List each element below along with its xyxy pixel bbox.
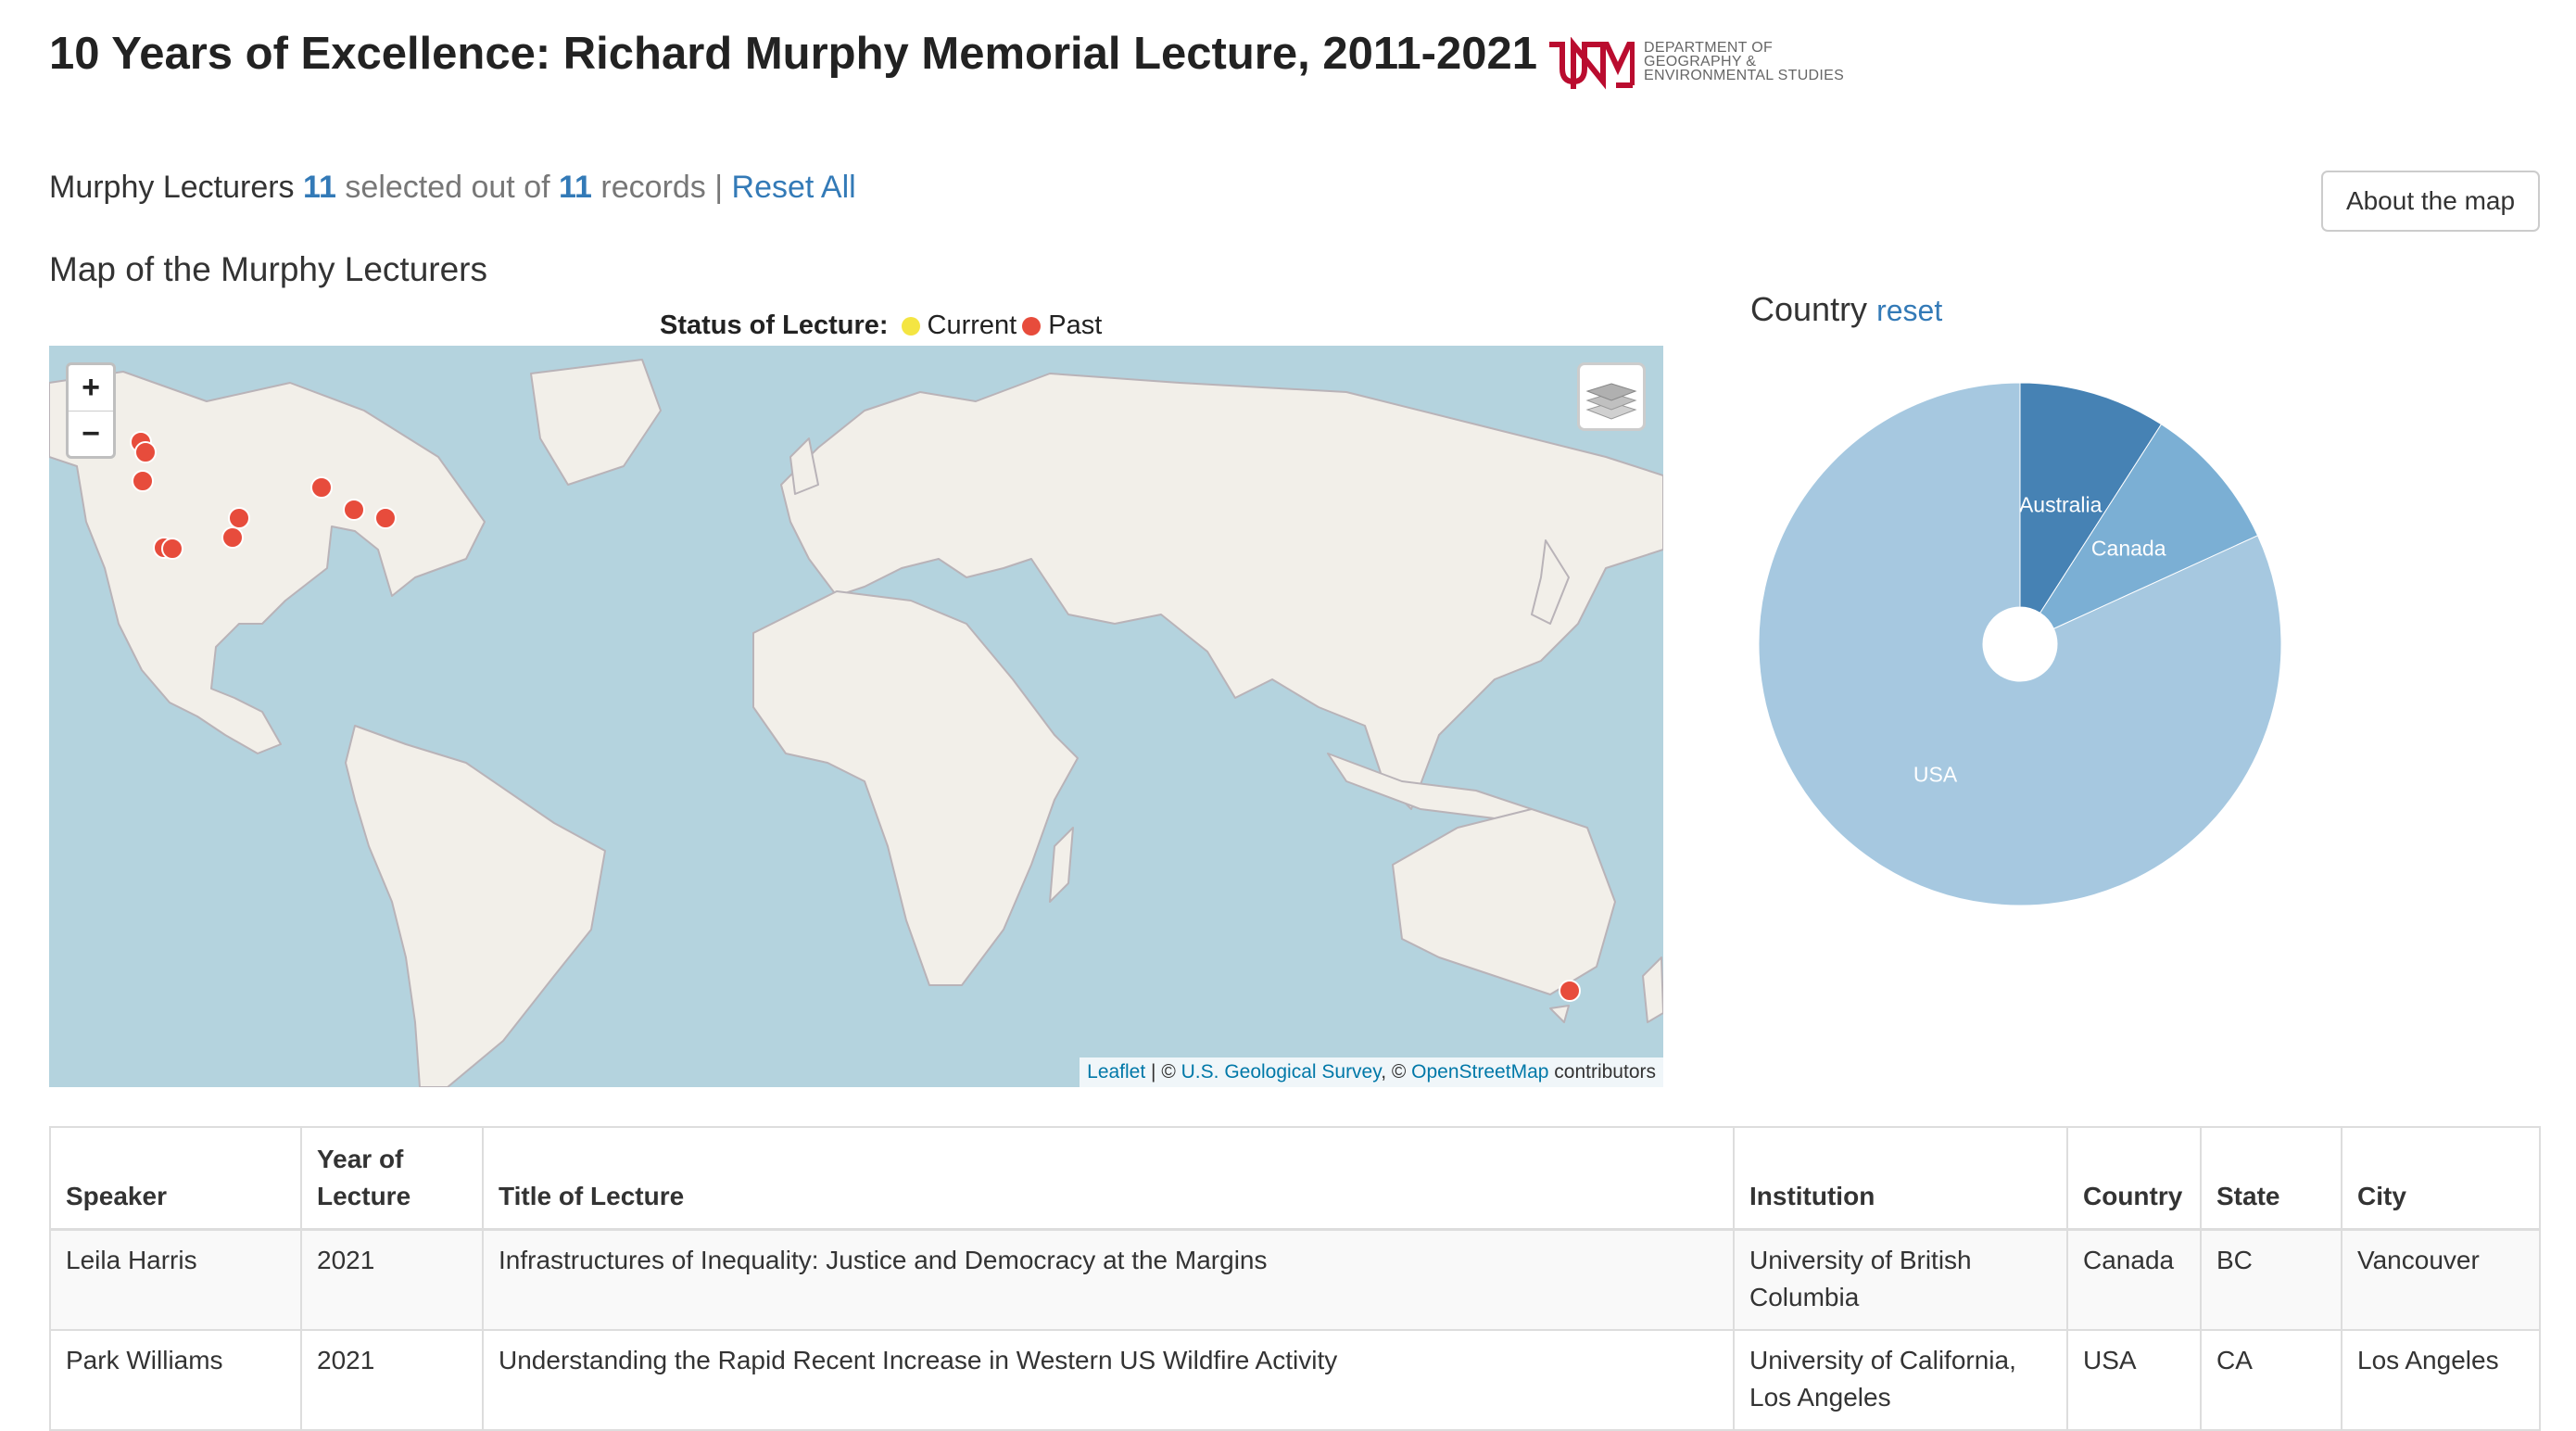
pie-slice-usa[interactable] xyxy=(1758,382,2282,906)
osm-link[interactable]: OpenStreetMap xyxy=(1411,1061,1549,1083)
col-state[interactable]: State xyxy=(2200,1126,2342,1231)
cell-institution: University of California, Los Angeles xyxy=(1733,1329,2068,1431)
pie-label-australia: Australia xyxy=(2019,492,2102,516)
page-title: 10 Years of Excellence: Richard Murphy M… xyxy=(49,29,1537,79)
land-south-america xyxy=(345,725,606,1087)
land-indonesia xyxy=(1327,753,1533,819)
legend-label: Status of Lecture: xyxy=(660,310,889,340)
col-institution[interactable]: Institution xyxy=(1733,1126,2068,1231)
cell-speaker: Park Williams xyxy=(49,1329,302,1431)
land-australia xyxy=(1392,808,1616,995)
pie-label-canada: Canada xyxy=(2091,537,2166,561)
marker-east-coast xyxy=(374,507,397,529)
table-row[interactable]: Leila Harris 2021 Infrastructures of Ine… xyxy=(49,1228,2541,1331)
department-name: DEPARTMENT OF GEOGRAPHY & ENVIRONMENTAL … xyxy=(1644,40,1845,83)
usgs-link[interactable]: U.S. Geological Survey xyxy=(1181,1061,1382,1083)
cell-year: 2021 xyxy=(300,1228,484,1331)
cell-city: Los Angeles xyxy=(2341,1329,2541,1431)
country-pie-chart[interactable]: Australia Canada USA xyxy=(1742,371,2298,927)
col-country[interactable]: Country xyxy=(2066,1126,2202,1231)
land-madagascar xyxy=(1049,827,1074,903)
past-dot-icon xyxy=(1022,316,1042,336)
cell-country: USA xyxy=(2066,1329,2202,1431)
unm-logo-mark xyxy=(1549,37,1635,90)
marker-tucson xyxy=(221,526,244,549)
cell-title: Infrastructures of Inequality: Justice a… xyxy=(482,1228,1735,1331)
map-legend: Status of Lecture: Current Past xyxy=(660,310,1102,341)
total-count: 11 xyxy=(559,170,592,205)
layers-icon xyxy=(1585,383,1637,420)
about-map-button[interactable]: About the map xyxy=(2321,171,2540,232)
lecturers-heading: Murphy Lecturers xyxy=(49,170,295,205)
cell-title: Understanding the Rapid Recent Increase … xyxy=(482,1329,1735,1431)
land-uk xyxy=(789,437,819,495)
country-reset-link[interactable]: reset xyxy=(1876,294,1943,327)
country-heading-label: Country xyxy=(1750,290,1868,328)
zoom-in-button[interactable]: + xyxy=(69,365,113,412)
col-year[interactable]: Year of Lecture xyxy=(300,1126,484,1231)
marker-ohio xyxy=(343,499,365,521)
reset-all-link[interactable]: Reset All xyxy=(731,170,856,205)
counter-text: selected out of xyxy=(345,170,550,205)
col-speaker[interactable]: Speaker xyxy=(49,1126,302,1231)
marker-madison xyxy=(310,476,333,499)
land-new-zealand xyxy=(1642,956,1663,1023)
cell-year: 2021 xyxy=(300,1329,484,1431)
layers-button[interactable] xyxy=(1577,362,1646,431)
records-text: records | xyxy=(600,170,724,205)
cell-city: Vancouver xyxy=(2341,1228,2541,1331)
legend-current: Current xyxy=(927,310,1017,340)
marker-albuquerque xyxy=(228,507,250,529)
current-dot-icon xyxy=(901,316,920,336)
world-basemap[interactable] xyxy=(49,346,1663,1087)
marker-portland xyxy=(132,470,154,492)
cell-country: Canada xyxy=(2066,1228,2202,1331)
table-header-row: Speaker Year of Lecture Title of Lecture… xyxy=(49,1126,2541,1231)
land-tasmania xyxy=(1549,1005,1570,1023)
marker-santa-barbara xyxy=(161,538,183,560)
col-title[interactable]: Title of Lecture xyxy=(482,1126,1735,1231)
land-africa xyxy=(752,590,1079,986)
land-north-america xyxy=(49,371,486,754)
pie-slice-canada[interactable] xyxy=(2039,424,2259,630)
land-greenland xyxy=(530,359,662,486)
selected-count: 11 xyxy=(303,170,336,205)
table-row[interactable]: Park Williams 2021 Understanding the Rap… xyxy=(49,1329,2541,1431)
map-attribution: Leaflet | © U.S. Geological Survey, © Op… xyxy=(1080,1057,1663,1087)
lecturer-map[interactable]: + − Leaflet | © U.S. Geological Survey, … xyxy=(49,346,1663,1087)
land-japan xyxy=(1531,539,1570,625)
cell-institution: University of British Columbia xyxy=(1733,1228,2068,1331)
zoom-control: + − xyxy=(66,362,116,459)
record-counter: Murphy Lecturers 11 selected out of 11 r… xyxy=(49,170,856,206)
country-chart-heading: Country reset xyxy=(1750,290,1942,329)
leaflet-link[interactable]: Leaflet xyxy=(1087,1061,1146,1083)
col-city[interactable]: City xyxy=(2341,1126,2541,1231)
marker-hobart xyxy=(1559,980,1581,1002)
cell-state: CA xyxy=(2200,1329,2342,1431)
cell-state: BC xyxy=(2200,1228,2342,1331)
country-pie-svg[interactable]: Australia Canada USA xyxy=(1742,371,2298,927)
lecturers-table: Speaker Year of Lecture Title of Lecture… xyxy=(49,1126,2541,1431)
unm-logo: DEPARTMENT OF GEOGRAPHY & ENVIRONMENTAL … xyxy=(1546,37,1898,93)
legend-past: Past xyxy=(1048,310,1103,340)
marker-seattle xyxy=(134,441,157,463)
zoom-out-button[interactable]: − xyxy=(82,416,100,451)
pie-label-usa: USA xyxy=(1913,762,1958,786)
pie-slice-australia[interactable] xyxy=(2019,382,2163,614)
map-heading: Map of the Murphy Lecturers xyxy=(49,250,487,288)
cell-speaker: Leila Harris xyxy=(49,1228,302,1331)
